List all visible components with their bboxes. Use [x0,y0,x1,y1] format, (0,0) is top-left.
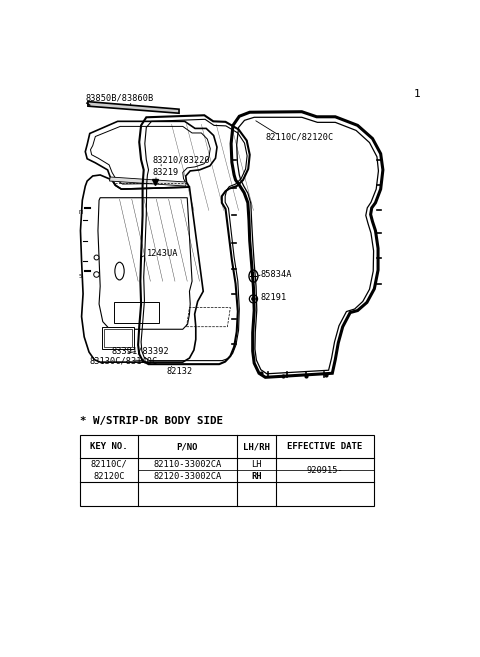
Ellipse shape [252,297,255,301]
Text: 82110C/
82120C: 82110C/ 82120C [91,460,128,480]
Text: Π: Π [78,210,83,215]
Text: RH: RH [251,472,262,480]
Polygon shape [114,302,158,323]
Text: 85834A: 85834A [261,270,292,279]
FancyBboxPatch shape [81,436,374,507]
Text: 5: 5 [79,273,82,279]
Text: 82110-33002CA: 82110-33002CA [153,460,222,468]
Text: 83391/83392: 83391/83392 [111,346,169,355]
Text: 82191: 82191 [261,293,287,302]
Text: * W/STRIP-DR BODY SIDE: * W/STRIP-DR BODY SIDE [81,417,224,426]
Text: 920915-: 920915- [307,466,343,474]
Text: 82120-33002CA: 82120-33002CA [153,472,222,480]
Polygon shape [102,327,134,350]
Text: 1243UA: 1243UA [147,249,179,258]
Text: 83130C/83140C: 83130C/83140C [90,356,158,365]
Polygon shape [109,177,186,186]
Text: 82110C/82120C: 82110C/82120C [265,133,334,141]
Text: 83219: 83219 [152,168,179,177]
Polygon shape [88,102,179,113]
Text: 82132: 82132 [166,367,192,376]
Text: 1: 1 [414,89,421,99]
Text: P/NO: P/NO [177,442,198,451]
Text: KEY NO.: KEY NO. [90,442,128,451]
Text: LH/RH: LH/RH [243,442,270,451]
Text: 83850B/83860B: 83850B/83860B [85,93,154,102]
Text: EFFECTIVE DATE: EFFECTIVE DATE [288,442,363,451]
Text: LH: LH [251,460,262,468]
Text: 83210/83220: 83210/83220 [152,155,210,164]
